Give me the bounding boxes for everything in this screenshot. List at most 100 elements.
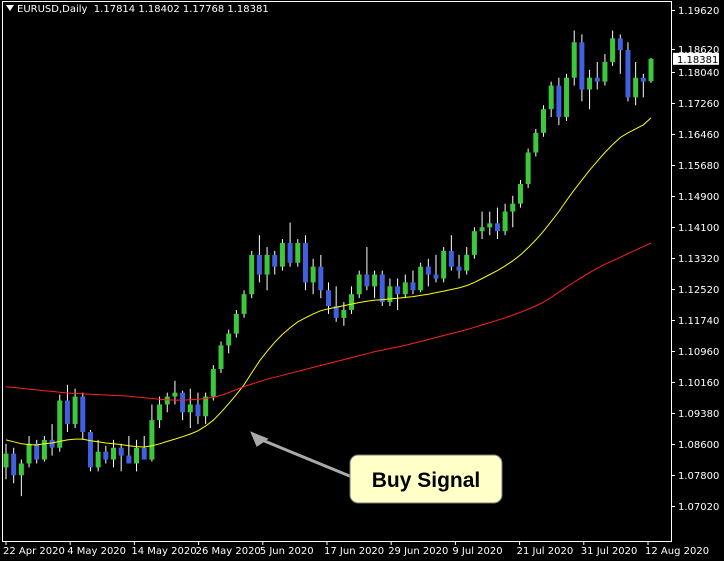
candle-body xyxy=(72,396,78,425)
x-tick-label: 5 Jun 2020 xyxy=(260,546,314,557)
candle-body xyxy=(264,254,270,275)
y-tick-label: 1.17260 xyxy=(678,99,719,110)
candle-body xyxy=(180,392,186,413)
candle-body xyxy=(310,266,316,283)
candle-body xyxy=(502,211,508,232)
candle-body xyxy=(64,400,70,425)
y-tick-label: 1.14100 xyxy=(678,223,719,234)
candle-body xyxy=(226,333,232,346)
current-price-box xyxy=(673,52,719,65)
y-tick-label: 1.18040 xyxy=(678,68,719,79)
candle-body xyxy=(617,38,623,51)
candle-body xyxy=(571,42,577,78)
annotation-arrow xyxy=(261,438,353,479)
candle-body xyxy=(456,266,462,271)
candle-body xyxy=(302,243,308,283)
candle-body xyxy=(610,38,616,62)
candle-body xyxy=(433,274,439,279)
y-tick-label: 1.16460 xyxy=(678,130,719,141)
candle-body xyxy=(256,254,262,275)
candle-body xyxy=(57,400,63,448)
y-tick-label: 1.11740 xyxy=(678,316,719,327)
candle-body xyxy=(295,243,301,263)
candle-body xyxy=(464,254,470,271)
buy-signal-label: Buy Signal xyxy=(372,469,481,492)
candle-body xyxy=(111,447,116,460)
y-tick-label: 1.13320 xyxy=(678,254,719,265)
candle-body xyxy=(233,313,239,334)
candle-body xyxy=(441,250,447,279)
candle-body xyxy=(648,58,654,82)
candle-body xyxy=(326,290,331,307)
candle-body xyxy=(402,282,408,295)
candle-body xyxy=(479,227,485,232)
candle-body xyxy=(333,306,339,318)
chevron-down-icon[interactable] xyxy=(6,5,14,11)
candle-body xyxy=(18,463,24,476)
candle-body xyxy=(525,152,531,184)
x-tick-label: 29 Jun 2020 xyxy=(388,546,448,557)
candle-body xyxy=(579,42,585,90)
symbol-label: EURUSD,Daily xyxy=(17,4,88,15)
buy-signal-callout xyxy=(349,454,503,504)
candle-body xyxy=(387,286,393,303)
candle-body xyxy=(80,396,86,432)
candle-body xyxy=(318,266,324,291)
candle-body xyxy=(164,396,170,405)
candle-body xyxy=(395,286,401,295)
candle-body xyxy=(103,451,109,460)
symbol-header: EURUSD,Daily 1.17814 1.18402 1.17768 1.1… xyxy=(6,4,269,15)
candle-body xyxy=(494,223,500,232)
y-tick-label: 1.07020 xyxy=(678,502,719,513)
candle-body xyxy=(241,294,247,314)
candle-body xyxy=(556,85,562,118)
candle-body xyxy=(379,274,385,303)
candle-body xyxy=(372,274,378,287)
x-tick-label: 4 May 2020 xyxy=(67,546,126,557)
candle-body xyxy=(594,77,600,82)
x-tick-label: 12 Aug 2020 xyxy=(645,546,709,557)
x-tick-label: 22 Apr 2020 xyxy=(3,546,65,557)
y-tick-label: 1.10160 xyxy=(678,378,719,389)
candle-body xyxy=(3,453,9,468)
x-tick-label: 17 Jun 2020 xyxy=(324,546,384,557)
arrow-head-icon xyxy=(250,431,269,447)
candle-body xyxy=(364,274,370,287)
candle-body xyxy=(517,183,523,204)
y-tick-label: 1.14900 xyxy=(678,192,719,203)
candle-body xyxy=(287,243,293,263)
candle-body xyxy=(471,231,477,255)
candle-body xyxy=(11,453,17,476)
candle-body xyxy=(640,77,646,82)
candle-body xyxy=(26,443,32,464)
candle-body xyxy=(410,282,416,291)
y-tick-label: 1.07800 xyxy=(678,471,719,482)
y-tick-label: 1.10960 xyxy=(678,347,719,358)
candle-body xyxy=(149,420,155,460)
current-price-label: 1.18381 xyxy=(677,55,718,66)
candle-body xyxy=(34,443,40,460)
x-tick-label: 9 Jul 2020 xyxy=(452,546,502,557)
candle-body xyxy=(418,266,424,291)
candle-body xyxy=(118,447,124,456)
candle-body xyxy=(587,77,593,90)
candle-body xyxy=(126,455,132,464)
ohlc-values: 1.17814 1.18402 1.17768 1.18381 xyxy=(93,4,269,15)
candle-body xyxy=(272,254,278,267)
candle-body xyxy=(510,203,516,212)
candle-body xyxy=(633,77,639,98)
slow-ma-line xyxy=(5,242,652,401)
candle-body xyxy=(487,223,493,228)
x-tick-label: 31 Jul 2020 xyxy=(581,546,638,557)
candle-body xyxy=(49,439,55,448)
plot-frame xyxy=(2,1,672,542)
candle-body xyxy=(625,50,631,98)
candle-body xyxy=(157,404,163,421)
candle-body xyxy=(349,294,355,310)
candle-body xyxy=(548,85,554,110)
candle-body xyxy=(187,404,193,413)
candle-body xyxy=(95,451,101,468)
candle-body xyxy=(41,439,47,460)
candle-body xyxy=(279,243,285,267)
